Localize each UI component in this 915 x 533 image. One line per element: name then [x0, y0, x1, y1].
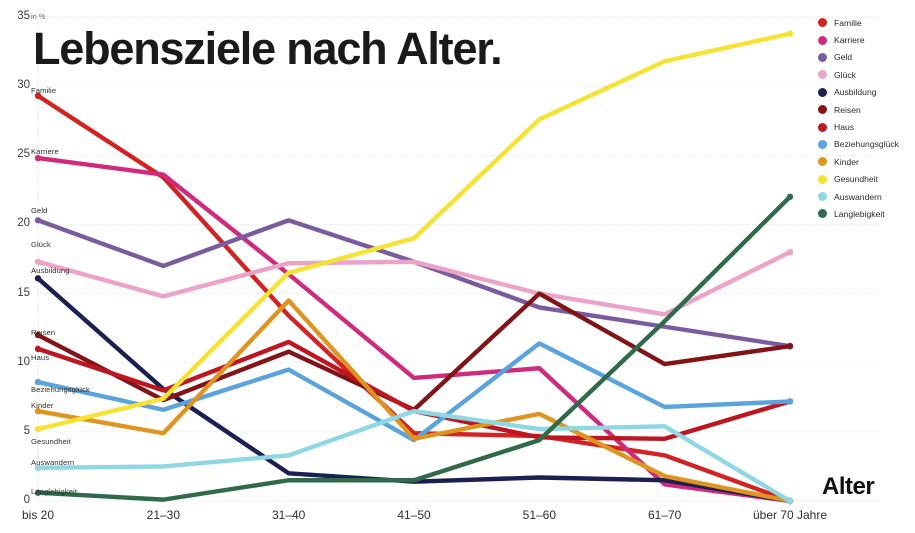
series-label-gesundheit: Gesundheit [31, 437, 71, 446]
series-line-langlebigkeit [35, 194, 793, 502]
series-end-marker [786, 248, 794, 256]
legend-swatch-icon [818, 209, 827, 219]
series-label-reisen: Reisen [31, 328, 56, 337]
series-start-marker [34, 154, 42, 162]
legend-item-beziehungsgl-ck[interactable]: Beziehungsglück [818, 136, 915, 153]
series-start-marker [34, 345, 42, 353]
legend-item-label: Langlebigkeit [834, 208, 885, 219]
legend-swatch-icon [818, 174, 827, 184]
series-line-karriere [35, 155, 793, 504]
y-axis-tick-label: 35 [17, 10, 30, 22]
legend-swatch-icon [818, 105, 827, 115]
legend-swatch-icon [818, 18, 827, 28]
legend-item-geld[interactable]: Geld [818, 49, 915, 66]
series-start-marker [34, 331, 42, 339]
legend-item-label: Familie [834, 17, 862, 28]
y-axis-tick-label: 20 [17, 217, 30, 230]
series-end-marker [786, 398, 794, 405]
series-label-ausbildung: Ausbildung [31, 266, 70, 275]
series-start-marker [34, 407, 42, 415]
x-axis-title: Alter [822, 473, 875, 500]
series-label-beziehungsgl-ck: Beziehungsglück [31, 385, 90, 394]
legend-swatch-icon [818, 157, 827, 167]
series-end-marker [786, 342, 794, 350]
legend-item-gesundheit[interactable]: Gesundheit [818, 171, 915, 188]
y-axis-tick-label: 25 [17, 148, 30, 161]
series-start-marker [34, 217, 42, 224]
legend-item-label: Haus [834, 122, 855, 133]
x-axis-tick-label: 51–60 [522, 508, 557, 522]
legend-swatch-icon [818, 122, 827, 132]
legend-item-langlebigkeit[interactable]: Langlebigkeit [818, 205, 915, 222]
legend-item-karriere[interactable]: Karriere [818, 31, 915, 48]
y-axis-tick-label: 30 [17, 79, 30, 92]
series-label-langlebigkeit: Langlebigkeit [31, 487, 78, 496]
page-title: Lebensziele nach Alter. [33, 23, 503, 74]
series-start-marker [34, 464, 42, 472]
legend-item-reisen[interactable]: Reisen [818, 101, 915, 118]
series-start-marker [34, 489, 42, 496]
x-axis-tick-label: 41–50 [397, 508, 431, 522]
y-axis-tick-label: 5 [23, 424, 30, 437]
legend-swatch-icon [818, 87, 827, 97]
x-axis-tick-label: über 70 Jahre [752, 508, 828, 522]
series-label-geld: Geld [31, 206, 48, 215]
series-label-haus: Haus [31, 353, 50, 362]
series-line-auswandern [35, 408, 793, 504]
legend-item-label: Geld [834, 52, 853, 63]
legend-swatch-icon [818, 70, 827, 80]
legend-item-label: Ausbildung [834, 87, 877, 98]
legend: Familie Karriere Geld Glück Ausbildung Reisen… [818, 14, 915, 223]
series-end-marker [786, 497, 794, 505]
y-axis-ticks: 0 5 10 15 20 25 30 35 [0, 0, 30, 533]
legend-swatch-icon [818, 52, 827, 62]
legend-item-label: Auswandern [834, 191, 882, 202]
series-start-marker [34, 258, 42, 265]
series-start-marker [34, 378, 42, 386]
legend-swatch-icon [818, 192, 827, 202]
series-end-marker [786, 193, 794, 200]
series-line-gesundheit [35, 31, 793, 432]
legend-item-gl-ck[interactable]: Glück [818, 66, 915, 83]
y-axis-tick-label: 0 [23, 494, 30, 506]
legend-swatch-icon [818, 35, 827, 45]
series-label-kinder: Kinder [31, 401, 54, 410]
legend-item-label: Reisen [834, 104, 861, 115]
series-line-kinder [35, 298, 793, 504]
series-line-gl-ck [35, 249, 793, 317]
series-start-marker [34, 425, 42, 433]
series-label-familie: Familie [31, 86, 57, 95]
legend-item-haus[interactable]: Haus [818, 118, 915, 135]
legend-item-label: Glück [834, 69, 856, 80]
x-axis-tick-label: bis 20 [21, 508, 55, 522]
series-start-marker [34, 275, 42, 282]
legend-item-auswandern[interactable]: Auswandern [818, 188, 915, 205]
legend-item-familie[interactable]: Familie [818, 14, 915, 31]
legend-item-label: Gesundheit [834, 174, 878, 185]
series-label-auswandern: Auswandern [31, 458, 75, 467]
x-axis-tick-label: 31–40 [271, 508, 306, 522]
legend-item-kinder[interactable]: Kinder [818, 153, 915, 170]
series-label-gl-ck: Glück [31, 240, 51, 249]
x-axis-tick-label: 61–70 [647, 508, 682, 522]
y-axis-tick-label: 15 [17, 286, 30, 299]
legend-item-ausbildung[interactable]: Ausbildung [818, 84, 915, 101]
y-axis-tick-label: 10 [17, 355, 30, 368]
series-start-marker [34, 92, 42, 100]
legend-item-label: Karriere [834, 35, 865, 46]
legend-item-label: Beziehungsglück [834, 139, 899, 150]
series-label-karriere: Karriere [31, 147, 59, 156]
series-line-haus [35, 339, 793, 441]
series-end-marker [786, 30, 794, 37]
x-axis-tick-label: 21–30 [146, 508, 181, 522]
legend-item-label: Kinder [834, 156, 859, 167]
legend-swatch-icon [818, 139, 827, 149]
